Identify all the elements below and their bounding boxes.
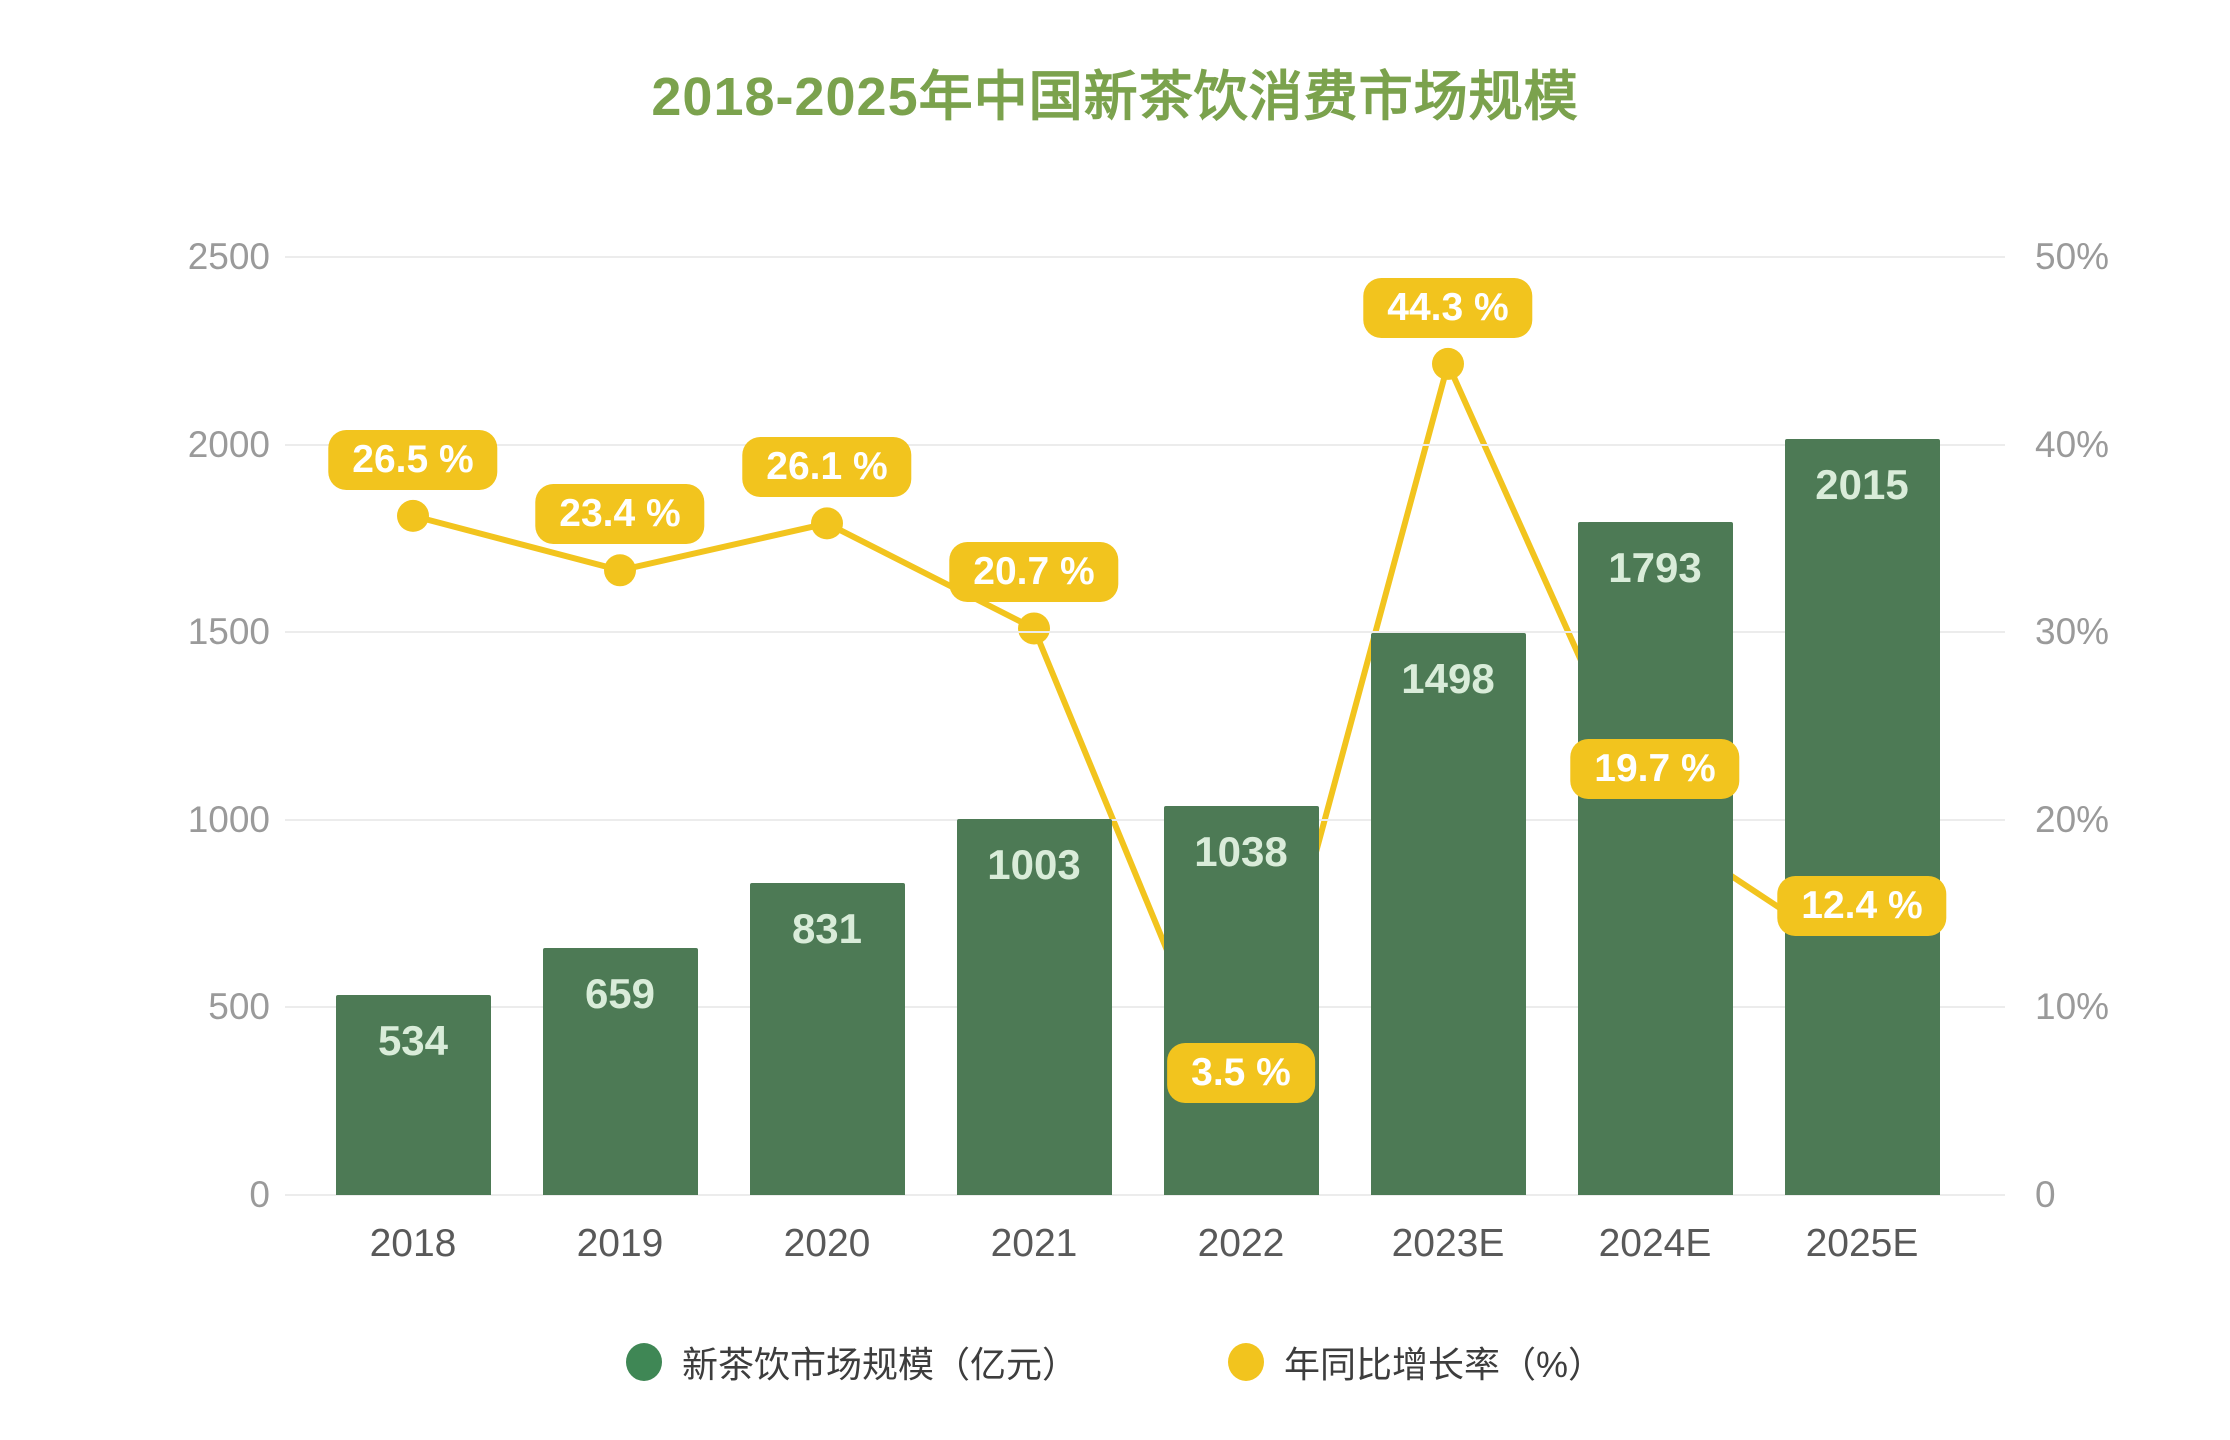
- bar-value-label: 1038: [1194, 828, 1288, 875]
- gridline: [285, 1194, 2005, 1196]
- y-axis-left-tick: 0: [249, 1174, 270, 1215]
- y-axis-left-tick: 500: [208, 986, 270, 1028]
- x-axis-tick-2018: 2018: [369, 1222, 457, 1265]
- bar-2020: [749, 883, 905, 1195]
- growth-rate-badge-2021: 20.7 %: [949, 542, 1119, 603]
- legend-item-growth-rate: 年同比增长率（%）: [1228, 1336, 1604, 1388]
- x-axis-tick-2020: 2020: [783, 1222, 871, 1265]
- data-point-2019: [604, 554, 636, 587]
- bar-value-label: 831: [791, 905, 863, 952]
- y-axis-left-tick: 1000: [187, 798, 270, 840]
- gridline: [285, 443, 2005, 446]
- y-axis-right-tick: 40%: [2035, 423, 2110, 465]
- y-axis-right-tick: 50%: [2035, 236, 2110, 277]
- growth-rate-badge-2022: 3.5 %: [1167, 1043, 1315, 1104]
- y-axis-left-tick: 2500: [187, 236, 270, 277]
- legend-bar-series-dot-icon: [625, 1343, 662, 1381]
- legend-line-series-label: 年同比增长率（%）: [1284, 1344, 1605, 1385]
- x-axis-tick-2025E: 2025E: [1805, 1222, 1919, 1265]
- x-axis-tick-2019: 2019: [576, 1222, 664, 1265]
- x-axis-tick-2023E: 2023E: [1391, 1222, 1505, 1265]
- y-axis-right-tick: 10%: [2035, 986, 2110, 1028]
- data-point-2018: [397, 499, 429, 532]
- legend-item-market-size: 新茶饮市场规模（亿元）: [625, 1336, 1078, 1388]
- y-axis-right-tick: 20%: [2035, 798, 2110, 840]
- gridline: [285, 818, 2005, 821]
- bar-2025E: [1784, 439, 1940, 1195]
- y-axis-left: 2500 2000 1500 1000 500 0: [100, 0, 270, 1440]
- data-point-2023E: [1432, 347, 1464, 380]
- growth-rate-badge-2018: 26.5 %: [328, 429, 498, 490]
- y-axis-right-tick: 0: [2035, 1174, 2056, 1215]
- data-point-2020: [811, 507, 843, 540]
- growth-rate-badge-2025E: 12.4 %: [1777, 876, 1947, 937]
- bar-value-label: 1498: [1401, 655, 1495, 702]
- legend-line-series-dot-icon: [1228, 1343, 1264, 1381]
- growth-rate-badge-2019: 23.4 %: [535, 484, 705, 545]
- bar-2019: [542, 948, 698, 1195]
- x-axis-tick-2021: 2021: [990, 1222, 1078, 1265]
- y-axis-right: 50% 40% 30% 20% 10% 0: [2035, 0, 2195, 1440]
- x-axis-tick-2022: 2022: [1197, 1222, 1285, 1265]
- y-axis-right-tick: 30%: [2035, 611, 2110, 653]
- bar-2023E: [1370, 633, 1526, 1195]
- growth-rate-badge-2024E: 19.7 %: [1570, 739, 1740, 800]
- bar-value-label: 2015: [1815, 461, 1909, 508]
- bar-value-label: 659: [584, 970, 656, 1017]
- bar-2024E: [1577, 522, 1733, 1195]
- y-axis-left-tick: 2000: [187, 423, 270, 465]
- gridline: [285, 1006, 2005, 1009]
- bar-2022: [1163, 806, 1319, 1195]
- bar-value-label: 534: [377, 1017, 449, 1064]
- growth-rate-badge-2023E: 44.3 %: [1363, 277, 1533, 338]
- growth-rate-badge-2020: 26.1 %: [742, 437, 912, 498]
- bar-value-label: 1003: [987, 841, 1081, 888]
- chart-title: 2018-2025年中国新茶饮消费市场规模: [651, 67, 1579, 127]
- y-axis-left-tick: 1500: [187, 611, 270, 653]
- bar-value-label: 1793: [1608, 544, 1702, 591]
- data-point-2021: [1018, 612, 1050, 645]
- plot-area: 534 659 831 1003 1038 1498 1793 2015 26.5 % 23.4 …: [285, 256, 2005, 1196]
- legend-bar-series-label: 新茶饮市场规模（亿元）: [681, 1344, 1078, 1385]
- bar-2021: [956, 819, 1112, 1195]
- legend: 新茶饮市场规模（亿元） 年同比增长率（%）: [0, 1336, 2230, 1388]
- gridline: [285, 631, 2005, 634]
- x-axis-tick-2024E: 2024E: [1598, 1222, 1712, 1265]
- bar-2018: [335, 995, 491, 1195]
- gridline: [285, 256, 2005, 258]
